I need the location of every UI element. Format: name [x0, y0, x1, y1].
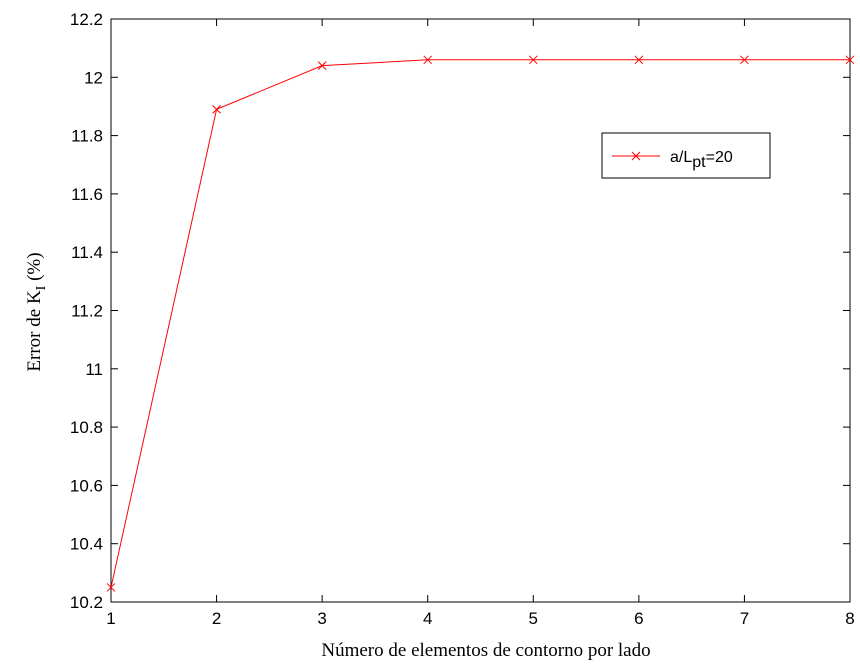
y-tick-label: 10.4: [70, 535, 103, 554]
y-axis-label: Error de KI (%): [24, 252, 49, 371]
legend-label-tail: =20: [706, 149, 733, 166]
data-point-marker: [845, 55, 855, 65]
x-tick-label: 8: [845, 609, 854, 628]
data-point-marker: [106, 583, 116, 592]
data-point-marker: [423, 55, 433, 65]
y-tick-label: 10.8: [70, 418, 103, 437]
data-point-marker: [528, 55, 538, 65]
x-tick-label: 7: [740, 609, 749, 628]
axes-frame: [110, 18, 851, 603]
y-tick-label: 11.8: [71, 127, 103, 146]
y-axis-label-main: Error de K: [24, 290, 45, 372]
y-axis-label-subscript: I: [34, 285, 49, 290]
x-tick-label: 5: [529, 609, 538, 628]
x-tick-label: 3: [317, 609, 326, 628]
y-tick-label: 12.2: [70, 10, 103, 29]
y-tick-label: 10.6: [70, 476, 103, 495]
y-tick-label: 11.4: [71, 243, 103, 262]
legend-marker: [631, 151, 641, 161]
x-axis-label: Número de elementos de contorno por lado: [321, 640, 650, 661]
y-tick-label: 11.6: [71, 185, 103, 204]
x-tick-label: 1: [106, 609, 115, 628]
legend: a/Lpt=20: [601, 132, 771, 179]
data-point-marker: [634, 55, 644, 65]
y-tick-label: 10.2: [70, 593, 103, 612]
series-line: [110, 59, 850, 588]
y-tick-label: 11.2: [71, 302, 103, 321]
legend-label-subscript: pt: [692, 154, 706, 171]
legend-label-main: a/L: [670, 149, 692, 166]
x-tick-label: 6: [634, 609, 643, 628]
x-tick-label: 2: [212, 609, 221, 628]
y-tick-label: 11: [85, 360, 103, 379]
plot-area: 1 2 3 4 5 6 7 810.210.410.610.81111.211.411.611…: [70, 10, 855, 628]
legend-label: a/Lpt=20: [670, 149, 733, 171]
data-point-marker: [317, 61, 327, 70]
data-point-marker: [212, 105, 221, 114]
data-point-marker: [740, 55, 749, 65]
x-tick-label: 4: [423, 609, 432, 628]
y-axis-label-tail: (%): [24, 252, 45, 285]
y-tick-label: 12: [84, 68, 103, 87]
